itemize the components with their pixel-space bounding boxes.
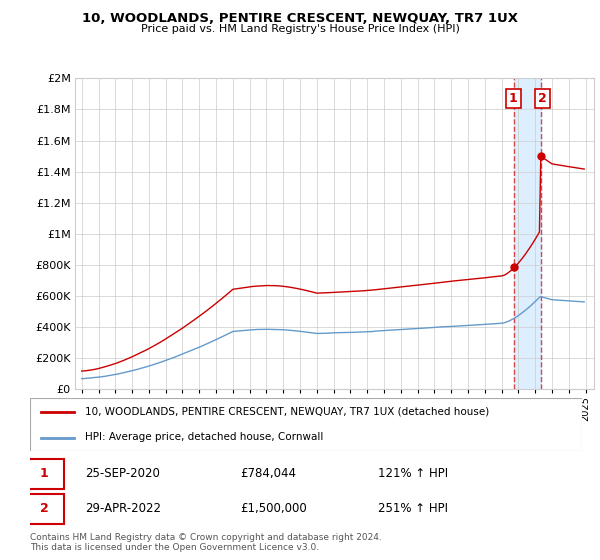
FancyBboxPatch shape <box>25 459 64 488</box>
Text: 121% ↑ HPI: 121% ↑ HPI <box>378 468 448 480</box>
Text: 2: 2 <box>40 502 49 515</box>
Text: 1: 1 <box>509 92 517 105</box>
Text: Price paid vs. HM Land Registry's House Price Index (HPI): Price paid vs. HM Land Registry's House … <box>140 24 460 34</box>
Text: 1: 1 <box>40 468 49 480</box>
Text: 29-APR-2022: 29-APR-2022 <box>85 502 161 515</box>
Text: 25-SEP-2020: 25-SEP-2020 <box>85 468 160 480</box>
Text: 251% ↑ HPI: 251% ↑ HPI <box>378 502 448 515</box>
Text: £1,500,000: £1,500,000 <box>240 502 307 515</box>
FancyBboxPatch shape <box>25 494 64 524</box>
Text: Contains HM Land Registry data © Crown copyright and database right 2024.: Contains HM Land Registry data © Crown c… <box>30 533 382 542</box>
Text: 2: 2 <box>538 92 547 105</box>
Text: £784,044: £784,044 <box>240 468 296 480</box>
Text: HPI: Average price, detached house, Cornwall: HPI: Average price, detached house, Corn… <box>85 432 323 442</box>
Text: 10, WOODLANDS, PENTIRE CRESCENT, NEWQUAY, TR7 1UX (detached house): 10, WOODLANDS, PENTIRE CRESCENT, NEWQUAY… <box>85 407 490 417</box>
Text: 10, WOODLANDS, PENTIRE CRESCENT, NEWQUAY, TR7 1UX: 10, WOODLANDS, PENTIRE CRESCENT, NEWQUAY… <box>82 12 518 25</box>
Bar <box>514 78 541 389</box>
Text: This data is licensed under the Open Government Licence v3.0.: This data is licensed under the Open Gov… <box>30 543 319 552</box>
